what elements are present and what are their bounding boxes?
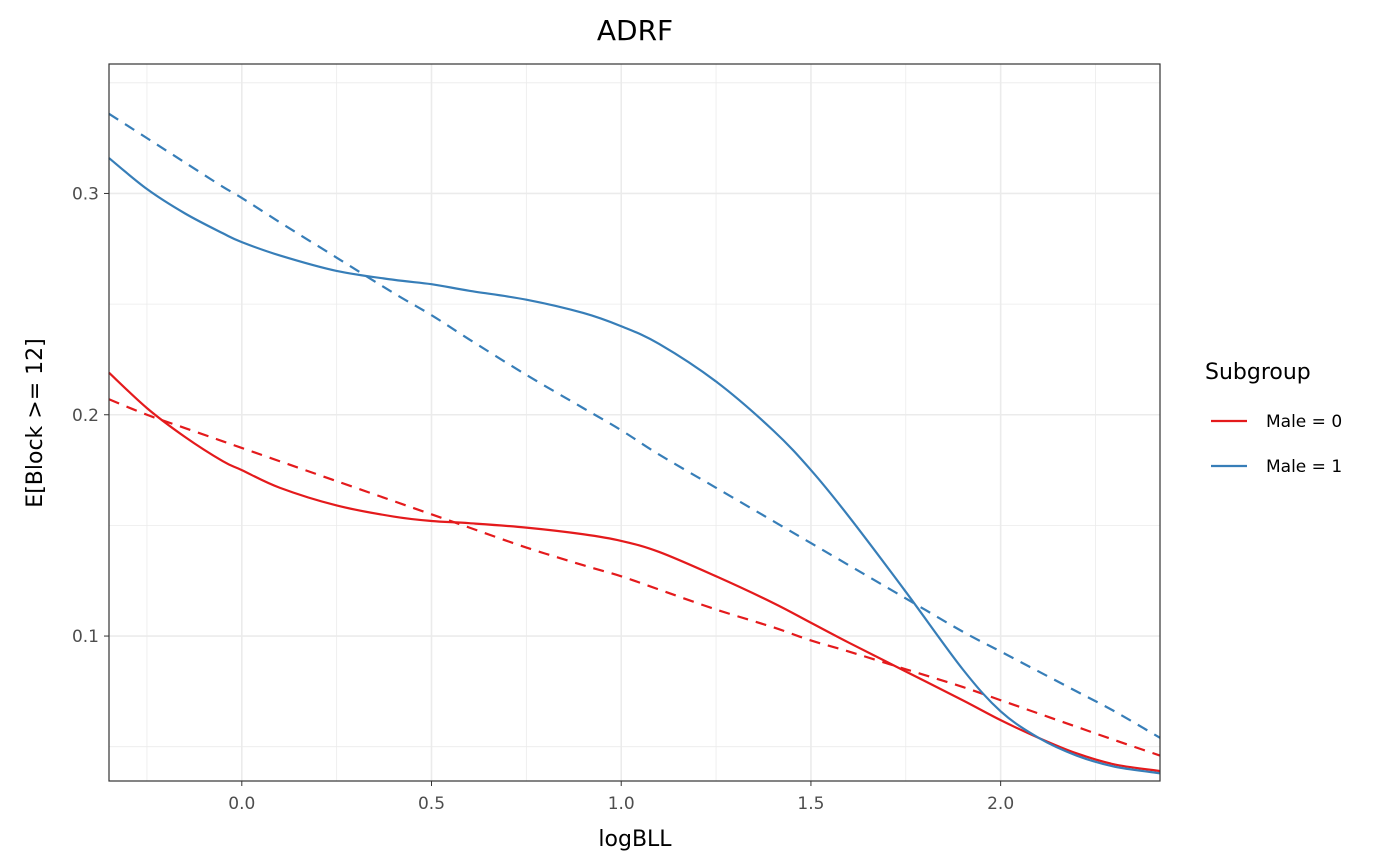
chart-title: ADRF xyxy=(597,14,673,47)
y-axis: 0.1 0.2 0.3 xyxy=(72,184,109,647)
series-line-male-0-dashed xyxy=(108,398,1161,757)
x-tick-label: 0.0 xyxy=(228,794,255,814)
legend-title: Subgroup xyxy=(1205,360,1311,385)
x-axis: 0.0 0.5 1.0 1.5 2.0 xyxy=(228,781,1014,814)
y-tick-label: 0.3 xyxy=(72,184,99,204)
x-axis-title: logBLL xyxy=(598,827,672,852)
legend-label-male-1: Male = 1 xyxy=(1266,457,1342,477)
grid-major xyxy=(109,64,1160,781)
y-axis-title: E[Block >= 12] xyxy=(23,338,48,507)
x-tick-label: 1.5 xyxy=(797,794,824,814)
legend-item-male-1: Male = 1 xyxy=(1211,457,1342,477)
x-tick-label: 0.5 xyxy=(418,794,445,814)
series-layer xyxy=(108,112,1161,775)
y-tick-label: 0.2 xyxy=(72,406,99,426)
legend-label-male-0: Male = 0 xyxy=(1266,412,1342,432)
x-tick-label: 1.0 xyxy=(608,794,635,814)
y-tick-label: 0.1 xyxy=(72,627,99,647)
x-tick-label: 2.0 xyxy=(987,794,1014,814)
panel-background xyxy=(109,64,1160,781)
panel-border xyxy=(108,63,1161,782)
legend-item-male-0: Male = 0 xyxy=(1211,412,1342,432)
legend: Subgroup Male = 0 Male = 1 xyxy=(1205,360,1342,477)
plot-area xyxy=(108,63,1161,782)
grid-minor xyxy=(109,64,1160,781)
series-line-male-1-dashed xyxy=(108,112,1161,739)
series-line-male-1-solid xyxy=(108,157,1161,775)
series-line-male-0-solid xyxy=(108,371,1161,773)
